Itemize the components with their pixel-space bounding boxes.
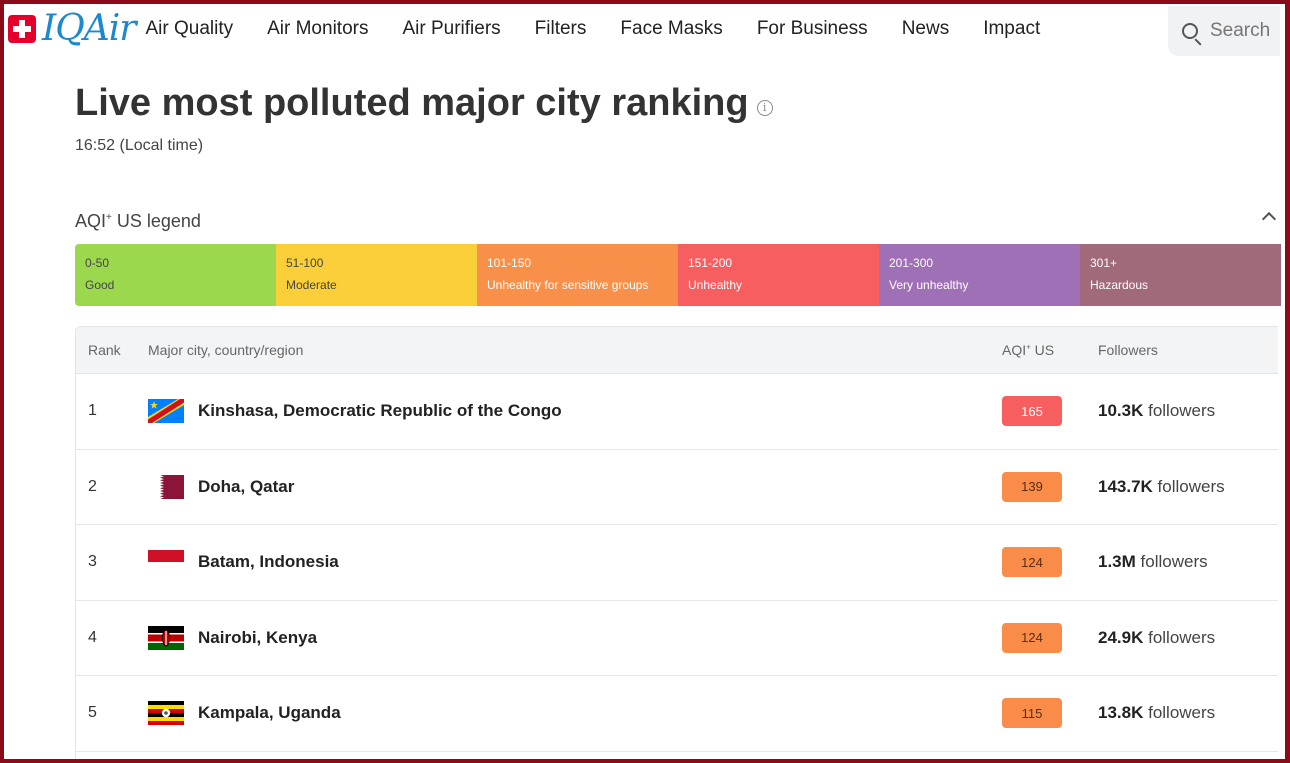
- legend-range: 151-200: [688, 256, 733, 270]
- nav-air-monitors[interactable]: Air Monitors: [267, 18, 369, 39]
- qa-flag-icon: [154, 474, 184, 499]
- local-time: 16:52 (Local time): [75, 137, 204, 154]
- city-name[interactable]: Doha, Qatar: [198, 476, 295, 496]
- legend-label: Good: [85, 278, 115, 292]
- rank-value: 5: [88, 704, 97, 722]
- legend-segment-moderate: 51-100 Moderate: [276, 244, 477, 306]
- chevron-up-icon[interactable]: [1261, 211, 1277, 227]
- cd-flag-icon: [148, 399, 184, 424]
- legend-segment-very-unhealthy: 201-300 Very unhealthy: [879, 244, 1080, 306]
- legend-label: Unhealthy for sensitive groups: [487, 278, 649, 292]
- city-name[interactable]: Kampala, Uganda: [198, 703, 341, 723]
- legend-segment-usg: 101-150 Unhealthy for sensitive groups: [477, 244, 678, 306]
- table-header: Rank Major city, country/region AQI+ US …: [76, 327, 1278, 374]
- page-title: Live most polluted major city ranking: [75, 82, 749, 124]
- header-city: Major city, country/region: [148, 342, 304, 358]
- top-navigation: IQAir Air Quality Air Monitors Air Purif…: [8, 6, 1280, 56]
- legend-label: Very unhealthy: [889, 278, 969, 292]
- legend-range: 301+: [1090, 256, 1118, 270]
- followers-count: 1.3M followers: [1098, 552, 1208, 572]
- followers-count: 13.8K followers: [1098, 703, 1216, 723]
- header-aqi: AQI+ US: [1002, 342, 1055, 358]
- nav-for-business[interactable]: For Business: [756, 18, 868, 39]
- followers-count: 10.3K followers: [1098, 401, 1216, 421]
- city-name[interactable]: Batam, Indonesia: [198, 552, 339, 572]
- table-row[interactable]: 2 Doha, Qatar 139 143.7K followers: [76, 450, 1278, 525]
- legend-range: 201-300: [889, 256, 934, 270]
- city-name[interactable]: Kinshasa, Democratic Republic of the Con…: [198, 401, 562, 421]
- nav-news[interactable]: News: [901, 18, 950, 39]
- rank-value: 1: [88, 402, 97, 420]
- header-followers: Followers: [1098, 342, 1158, 358]
- search-icon: [1182, 23, 1198, 39]
- legend-segment-unhealthy: 151-200 Unhealthy: [678, 244, 879, 306]
- nav-face-masks[interactable]: Face Masks: [620, 18, 723, 39]
- legend-label: Unhealthy: [688, 278, 743, 292]
- aqi-badge: 139: [1002, 471, 1062, 502]
- city-name[interactable]: Nairobi, Kenya: [198, 627, 318, 647]
- info-icon[interactable]: i: [756, 99, 773, 116]
- table-row[interactable]: 4 Nairobi, Kenya 124 24.9K followers: [76, 601, 1278, 676]
- ke-flag-icon: [148, 625, 184, 650]
- table-row[interactable]: 3 Batam, Indonesia 124 1.3M followers: [76, 525, 1278, 601]
- followers-count: 24.9K followers: [1098, 627, 1216, 647]
- legend-range: 51-100: [286, 256, 324, 270]
- rank-value: 2: [88, 477, 97, 495]
- table-row[interactable]: 5 Kampala, Uganda 115 13.8K followers: [76, 676, 1278, 752]
- ranking-table: Rank Major city, country/region AQI+ US …: [75, 326, 1278, 763]
- search-input[interactable]: [1210, 20, 1280, 42]
- followers-count: 143.7K followers: [1098, 476, 1225, 496]
- rank-value: 4: [88, 628, 97, 646]
- brand-name: IQAir: [42, 8, 136, 49]
- legend-title[interactable]: AQI+ US legend: [75, 211, 201, 231]
- page-title-row: Live most polluted major city ranking i: [75, 82, 773, 125]
- table-row[interactable]: 1 Kinshasa, Democratic Republic of the C…: [76, 374, 1278, 450]
- legend-segment-good: 0-50 Good: [75, 244, 276, 306]
- header-rank: Rank: [88, 342, 121, 358]
- main-nav: Air Quality Air Monitors Air Purifiers F…: [145, 18, 1074, 40]
- legend-range: 101-150: [487, 256, 532, 270]
- aqi-badge: 124: [1002, 547, 1062, 578]
- aqi-badge: 124: [1002, 622, 1062, 653]
- legend-range: 0-50: [85, 256, 110, 270]
- id-flag-icon: [148, 550, 184, 575]
- nav-air-quality[interactable]: Air Quality: [145, 18, 234, 39]
- legend-label: Moderate: [286, 278, 337, 292]
- aqi-badge: 115: [1002, 698, 1062, 729]
- nav-filters[interactable]: Filters: [534, 18, 587, 39]
- legend-label: Hazardous: [1090, 278, 1149, 292]
- aqi-badge: 165: [1002, 396, 1062, 427]
- swiss-flag-icon: [8, 15, 36, 43]
- ug-flag-icon: [148, 701, 184, 726]
- nav-impact[interactable]: Impact: [983, 18, 1041, 39]
- logo[interactable]: IQAir: [8, 6, 145, 52]
- rank-value: 3: [88, 553, 97, 571]
- legend-segment-hazardous: 301+ Hazardous: [1080, 244, 1281, 306]
- aqi-legend-bar: 0-50 Good 51-100 Moderate 101-150 Unheal…: [75, 244, 1281, 306]
- search-box[interactable]: [1168, 6, 1280, 56]
- nav-air-purifiers[interactable]: Air Purifiers: [402, 18, 501, 39]
